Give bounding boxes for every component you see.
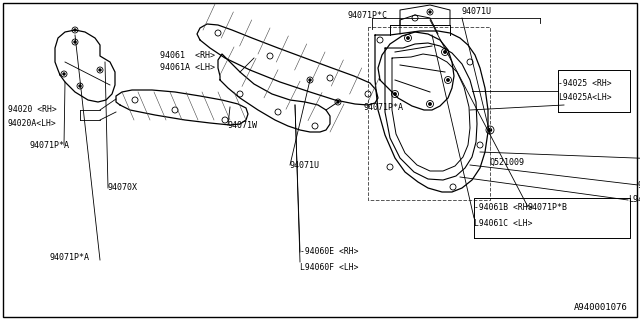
Circle shape <box>407 37 409 39</box>
Text: L94061C <LH>: L94061C <LH> <box>474 219 532 228</box>
Text: 94070X: 94070X <box>108 183 138 193</box>
Circle shape <box>488 129 492 132</box>
Text: 94071U: 94071U <box>290 161 320 170</box>
Text: Q521009: Q521009 <box>490 157 525 166</box>
Circle shape <box>429 11 431 13</box>
Text: 94061  <RH>: 94061 <RH> <box>160 51 215 60</box>
Circle shape <box>394 93 396 95</box>
Text: A940001076: A940001076 <box>574 303 628 313</box>
Circle shape <box>429 103 431 105</box>
Circle shape <box>337 101 339 103</box>
Circle shape <box>63 73 65 75</box>
Text: 94071P*B: 94071P*B <box>528 203 568 212</box>
Text: 94061A <LH>: 94061A <LH> <box>160 63 215 73</box>
Text: 94071P*A: 94071P*A <box>50 253 90 262</box>
Text: L94071P*A: L94071P*A <box>628 196 640 204</box>
Text: -94061B <RH>: -94061B <RH> <box>474 203 532 212</box>
Text: 94020 <RH>: 94020 <RH> <box>8 106 57 115</box>
Circle shape <box>447 79 449 81</box>
Text: 94057: 94057 <box>638 180 640 189</box>
Circle shape <box>309 79 311 81</box>
Text: L94025A<LH>: L94025A<LH> <box>558 93 612 102</box>
Circle shape <box>74 29 76 31</box>
Text: 94071P*A: 94071P*A <box>364 103 404 113</box>
Text: 94020A<LH>: 94020A<LH> <box>8 118 57 127</box>
Circle shape <box>79 85 81 87</box>
Circle shape <box>444 51 446 53</box>
Text: L94060F <LH>: L94060F <LH> <box>300 263 358 273</box>
Text: 94071P*A: 94071P*A <box>30 140 70 149</box>
Circle shape <box>99 69 101 71</box>
Text: -94025 <RH>: -94025 <RH> <box>558 78 612 87</box>
Text: 94071U: 94071U <box>462 7 492 17</box>
Text: 94071W: 94071W <box>228 121 258 130</box>
Text: 94071P*C: 94071P*C <box>348 11 388 20</box>
Circle shape <box>74 41 76 43</box>
Text: -94060E <RH>: -94060E <RH> <box>300 247 358 257</box>
